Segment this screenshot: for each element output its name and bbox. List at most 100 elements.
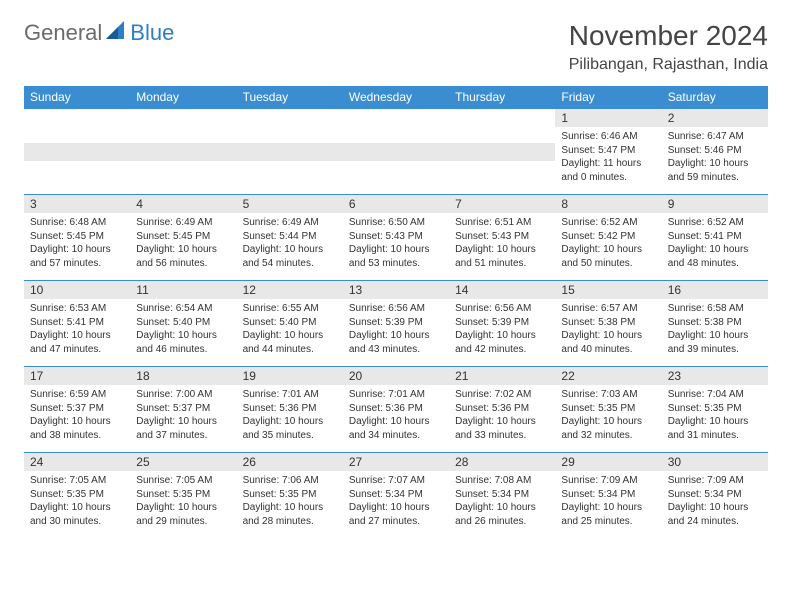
day-cell: 4Sunrise: 6:49 AMSunset: 5:45 PMDaylight… (130, 195, 236, 281)
sunset-text: Sunset: 5:36 PM (455, 402, 549, 416)
sunset-text: Sunset: 5:42 PM (561, 230, 655, 244)
daylight-text: Daylight: 10 hours and 42 minutes. (455, 329, 549, 356)
daylight-text: Daylight: 10 hours and 38 minutes. (30, 415, 124, 442)
day-details: Sunrise: 7:05 AMSunset: 5:35 PMDaylight:… (130, 471, 236, 531)
sunset-text: Sunset: 5:35 PM (561, 402, 655, 416)
daylight-text: Daylight: 10 hours and 27 minutes. (349, 501, 443, 528)
day-cell: 11Sunrise: 6:54 AMSunset: 5:40 PMDayligh… (130, 281, 236, 367)
day-number: 3 (24, 195, 130, 213)
day-number: 8 (555, 195, 661, 213)
day-number: 12 (237, 281, 343, 299)
day-details: Sunrise: 7:03 AMSunset: 5:35 PMDaylight:… (555, 385, 661, 445)
day-details: Sunrise: 6:56 AMSunset: 5:39 PMDaylight:… (343, 299, 449, 359)
daylight-text: Daylight: 10 hours and 32 minutes. (561, 415, 655, 442)
daylight-text: Daylight: 10 hours and 31 minutes. (668, 415, 762, 442)
daylight-text: Daylight: 10 hours and 54 minutes. (243, 243, 337, 270)
day-number: 5 (237, 195, 343, 213)
day-cell: 3Sunrise: 6:48 AMSunset: 5:45 PMDaylight… (24, 195, 130, 281)
day-details: Sunrise: 6:46 AMSunset: 5:47 PMDaylight:… (555, 127, 661, 187)
sunset-text: Sunset: 5:45 PM (30, 230, 124, 244)
day-number: 7 (449, 195, 555, 213)
daylight-text: Daylight: 10 hours and 28 minutes. (243, 501, 337, 528)
daylight-text: Daylight: 10 hours and 40 minutes. (561, 329, 655, 356)
calendar-table: Sunday Monday Tuesday Wednesday Thursday… (24, 86, 768, 539)
sunrise-text: Sunrise: 7:01 AM (349, 388, 443, 402)
sunset-text: Sunset: 5:44 PM (243, 230, 337, 244)
day-number-empty (24, 143, 130, 161)
sunrise-text: Sunrise: 7:01 AM (243, 388, 337, 402)
day-number: 24 (24, 453, 130, 471)
daylight-text: Daylight: 10 hours and 29 minutes. (136, 501, 230, 528)
daylight-text: Daylight: 10 hours and 51 minutes. (455, 243, 549, 270)
weekday-header: Friday (555, 86, 661, 109)
day-details: Sunrise: 6:56 AMSunset: 5:39 PMDaylight:… (449, 299, 555, 359)
daylight-text: Daylight: 10 hours and 35 minutes. (243, 415, 337, 442)
day-details: Sunrise: 6:52 AMSunset: 5:41 PMDaylight:… (662, 213, 768, 273)
day-cell: 25Sunrise: 7:05 AMSunset: 5:35 PMDayligh… (130, 453, 236, 539)
day-number: 15 (555, 281, 661, 299)
empty-day-cell (24, 109, 130, 195)
day-details: Sunrise: 6:50 AMSunset: 5:43 PMDaylight:… (343, 213, 449, 273)
daylight-text: Daylight: 10 hours and 59 minutes. (668, 157, 762, 184)
sunrise-text: Sunrise: 7:05 AM (30, 474, 124, 488)
sunset-text: Sunset: 5:47 PM (561, 144, 655, 158)
day-number: 11 (130, 281, 236, 299)
daylight-text: Daylight: 10 hours and 33 minutes. (455, 415, 549, 442)
sunrise-text: Sunrise: 7:03 AM (561, 388, 655, 402)
day-details: Sunrise: 6:49 AMSunset: 5:45 PMDaylight:… (130, 213, 236, 273)
day-cell: 2Sunrise: 6:47 AMSunset: 5:46 PMDaylight… (662, 109, 768, 195)
day-cell: 16Sunrise: 6:58 AMSunset: 5:38 PMDayligh… (662, 281, 768, 367)
day-cell: 19Sunrise: 7:01 AMSunset: 5:36 PMDayligh… (237, 367, 343, 453)
day-details: Sunrise: 7:09 AMSunset: 5:34 PMDaylight:… (662, 471, 768, 531)
day-cell: 5Sunrise: 6:49 AMSunset: 5:44 PMDaylight… (237, 195, 343, 281)
sunrise-text: Sunrise: 7:09 AM (561, 474, 655, 488)
sunrise-text: Sunrise: 6:56 AM (455, 302, 549, 316)
sunrise-text: Sunrise: 6:46 AM (561, 130, 655, 144)
day-cell: 23Sunrise: 7:04 AMSunset: 5:35 PMDayligh… (662, 367, 768, 453)
daylight-text: Daylight: 10 hours and 30 minutes. (30, 501, 124, 528)
day-details: Sunrise: 7:01 AMSunset: 5:36 PMDaylight:… (237, 385, 343, 445)
day-number: 25 (130, 453, 236, 471)
sunrise-text: Sunrise: 7:00 AM (136, 388, 230, 402)
sunset-text: Sunset: 5:39 PM (455, 316, 549, 330)
day-cell: 9Sunrise: 6:52 AMSunset: 5:41 PMDaylight… (662, 195, 768, 281)
day-cell: 13Sunrise: 6:56 AMSunset: 5:39 PMDayligh… (343, 281, 449, 367)
daylight-text: Daylight: 10 hours and 46 minutes. (136, 329, 230, 356)
sunrise-text: Sunrise: 6:52 AM (668, 216, 762, 230)
sunrise-text: Sunrise: 7:08 AM (455, 474, 549, 488)
sunrise-text: Sunrise: 6:52 AM (561, 216, 655, 230)
week-row: 24Sunrise: 7:05 AMSunset: 5:35 PMDayligh… (24, 453, 768, 539)
sunrise-text: Sunrise: 6:48 AM (30, 216, 124, 230)
day-details: Sunrise: 6:49 AMSunset: 5:44 PMDaylight:… (237, 213, 343, 273)
sunset-text: Sunset: 5:36 PM (349, 402, 443, 416)
sunrise-text: Sunrise: 6:54 AM (136, 302, 230, 316)
weekday-header: Monday (130, 86, 236, 109)
daylight-text: Daylight: 10 hours and 37 minutes. (136, 415, 230, 442)
sunrise-text: Sunrise: 6:58 AM (668, 302, 762, 316)
sunrise-text: Sunrise: 6:55 AM (243, 302, 337, 316)
day-number: 10 (24, 281, 130, 299)
day-number: 18 (130, 367, 236, 385)
day-details: Sunrise: 7:01 AMSunset: 5:36 PMDaylight:… (343, 385, 449, 445)
daylight-text: Daylight: 10 hours and 43 minutes. (349, 329, 443, 356)
day-number: 26 (237, 453, 343, 471)
day-cell: 22Sunrise: 7:03 AMSunset: 5:35 PMDayligh… (555, 367, 661, 453)
day-number: 2 (662, 109, 768, 127)
day-details: Sunrise: 6:48 AMSunset: 5:45 PMDaylight:… (24, 213, 130, 273)
empty-day-cell (237, 109, 343, 195)
day-number: 6 (343, 195, 449, 213)
day-cell: 17Sunrise: 6:59 AMSunset: 5:37 PMDayligh… (24, 367, 130, 453)
sunrise-text: Sunrise: 6:47 AM (668, 130, 762, 144)
sunrise-text: Sunrise: 7:04 AM (668, 388, 762, 402)
header: General Blue November 2024 Pilibangan, R… (24, 20, 768, 74)
daylight-text: Daylight: 10 hours and 39 minutes. (668, 329, 762, 356)
weekday-header: Sunday (24, 86, 130, 109)
sunset-text: Sunset: 5:36 PM (243, 402, 337, 416)
day-details: Sunrise: 6:58 AMSunset: 5:38 PMDaylight:… (662, 299, 768, 359)
day-cell: 10Sunrise: 6:53 AMSunset: 5:41 PMDayligh… (24, 281, 130, 367)
day-details: Sunrise: 7:09 AMSunset: 5:34 PMDaylight:… (555, 471, 661, 531)
sunset-text: Sunset: 5:34 PM (455, 488, 549, 502)
day-details: Sunrise: 7:07 AMSunset: 5:34 PMDaylight:… (343, 471, 449, 531)
empty-day-cell (449, 109, 555, 195)
sunrise-text: Sunrise: 6:57 AM (561, 302, 655, 316)
